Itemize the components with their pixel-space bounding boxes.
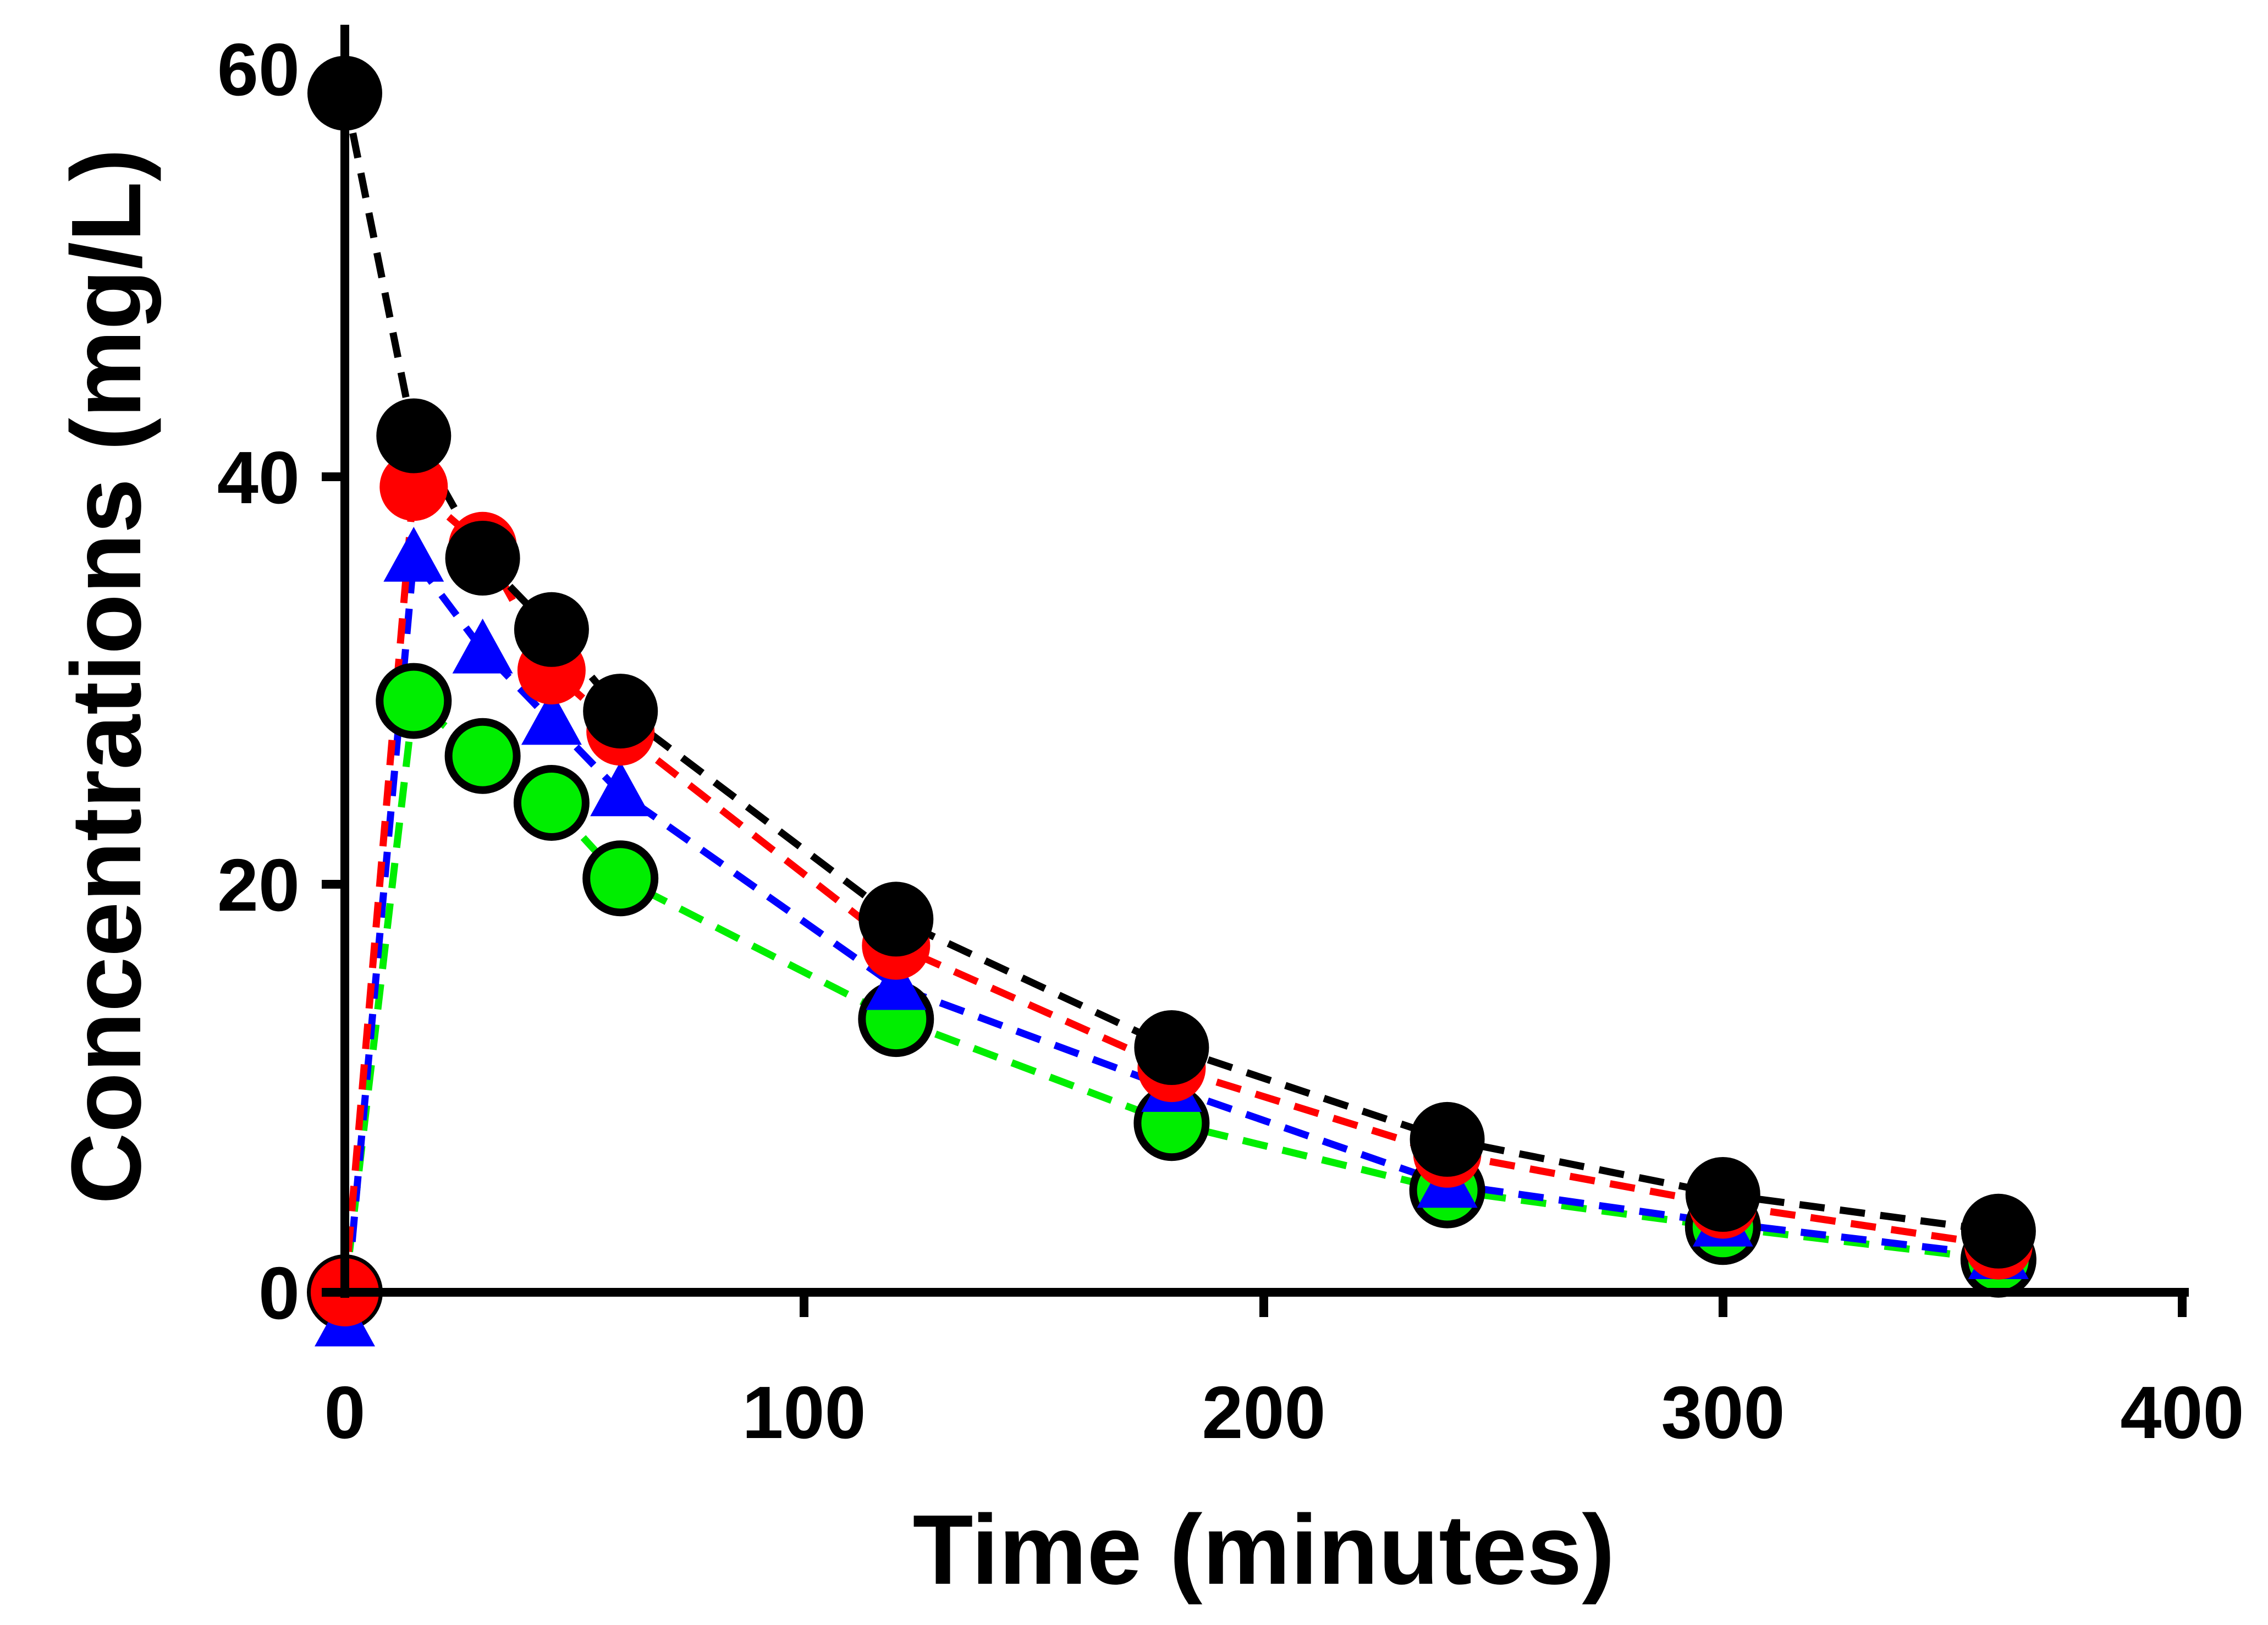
- blue-triangles-point: [866, 955, 927, 1010]
- axes-layer: 0 20 40 60 0 100 200 300 400 Time (minut…: [51, 25, 2244, 1605]
- x-axis-title: Time (minutes): [913, 1495, 1615, 1605]
- blue-triangles-point: [383, 527, 444, 582]
- x-tick-label: 400: [2120, 1371, 2244, 1454]
- green-circles-line: [341, 694, 1999, 1293]
- black-circles-point: [514, 592, 589, 667]
- blue-triangles-point: [521, 690, 582, 745]
- black-circles-point: [1410, 1101, 1485, 1177]
- green-circles-point: [582, 840, 659, 917]
- y-axis-title: Concentrations (mg/L): [51, 148, 162, 1204]
- black-circles-point: [1685, 1157, 1760, 1232]
- green-circles-point: [444, 718, 521, 794]
- x-tick-label: 100: [742, 1371, 866, 1454]
- green-circles-point: [513, 765, 590, 841]
- red-circles-point: [379, 453, 448, 521]
- green-circles-point: [376, 663, 452, 739]
- y-tick-label: 0: [258, 1252, 300, 1335]
- y-tick-label: 20: [217, 844, 300, 927]
- black-circles-line: [341, 92, 1999, 1235]
- blue-triangles-point: [590, 761, 651, 817]
- x-tick-label: 200: [1202, 1371, 1325, 1454]
- black-circles-point: [445, 521, 520, 596]
- red-circles-line: [341, 479, 1999, 1293]
- x-tick-label: 0: [324, 1371, 365, 1454]
- series-layer: [307, 56, 2036, 1347]
- black-circles-point: [1961, 1193, 2036, 1269]
- black-circles-point: [858, 882, 934, 957]
- blue-triangles-line: [341, 548, 1999, 1324]
- y-tick-label: 40: [217, 436, 300, 519]
- black-circles-point: [583, 674, 658, 749]
- black-circles-point: [1134, 1010, 1209, 1085]
- y-tick-label: 60: [217, 28, 300, 111]
- black-circles-point: [376, 398, 452, 473]
- blue-triangles-point: [452, 618, 513, 674]
- x-tick-label: 300: [1661, 1371, 1785, 1454]
